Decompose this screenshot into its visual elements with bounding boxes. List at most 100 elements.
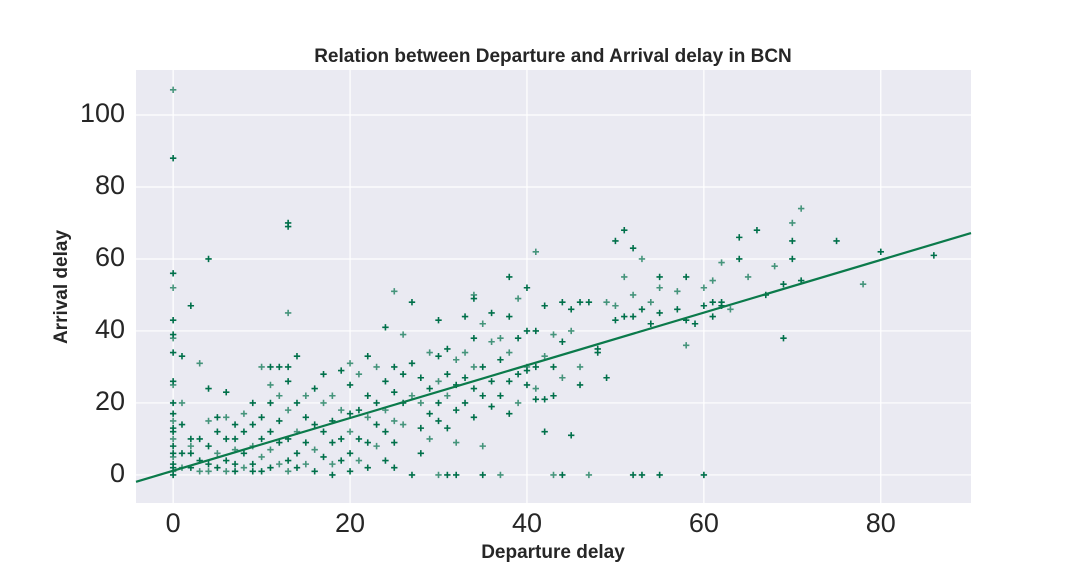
point [797, 205, 805, 212]
point [638, 471, 646, 479]
point [550, 392, 557, 399]
point [373, 399, 380, 407]
point [399, 331, 407, 338]
point [169, 442, 177, 450]
point [258, 435, 265, 443]
point [249, 399, 256, 407]
point [497, 356, 504, 363]
point [178, 399, 186, 407]
point [532, 363, 540, 371]
point [302, 460, 310, 468]
point [576, 363, 584, 371]
point [311, 446, 318, 453]
point [736, 255, 743, 263]
point [621, 313, 628, 320]
point [382, 428, 389, 435]
point [214, 464, 221, 471]
point [682, 273, 690, 281]
point [338, 367, 345, 374]
point [284, 378, 292, 385]
point [276, 363, 283, 371]
point [532, 248, 540, 255]
point [523, 381, 531, 389]
point [682, 342, 690, 349]
point [506, 313, 513, 320]
point [629, 471, 637, 479]
point [435, 378, 442, 385]
point [638, 306, 646, 313]
point [346, 410, 354, 417]
point [559, 338, 566, 345]
point [444, 345, 451, 353]
point [391, 417, 398, 425]
point [488, 378, 495, 385]
point [559, 471, 566, 479]
point [514, 370, 522, 378]
point [523, 284, 531, 291]
point [169, 453, 177, 461]
point [284, 309, 292, 317]
point [541, 428, 548, 435]
point [444, 471, 451, 479]
point [276, 417, 283, 425]
point [638, 255, 646, 263]
point [780, 280, 787, 288]
point [311, 421, 318, 428]
point [382, 324, 389, 331]
point [373, 442, 380, 450]
point [408, 471, 416, 479]
point [178, 352, 186, 360]
point [382, 378, 389, 385]
point [223, 435, 230, 443]
point [461, 399, 469, 407]
point [435, 352, 442, 360]
point [267, 399, 274, 407]
point [329, 439, 336, 446]
point [567, 306, 575, 313]
point [293, 399, 301, 407]
point [417, 399, 425, 407]
point [284, 457, 292, 464]
point [621, 273, 628, 281]
point [771, 262, 778, 270]
point [789, 237, 796, 245]
point [727, 306, 734, 313]
point [559, 374, 566, 381]
point [426, 385, 433, 392]
point [523, 327, 531, 335]
point [399, 421, 407, 428]
point [453, 439, 460, 446]
point [355, 435, 363, 443]
point [205, 385, 212, 392]
point [408, 360, 416, 367]
point [621, 226, 628, 234]
point [169, 428, 177, 435]
point [258, 414, 265, 421]
point [532, 385, 540, 392]
point [435, 417, 442, 425]
point [426, 410, 433, 417]
point [700, 302, 708, 309]
point [391, 363, 398, 371]
point [196, 435, 203, 443]
point [585, 298, 593, 306]
point [258, 453, 265, 461]
point [709, 277, 716, 284]
point [506, 273, 513, 281]
point [214, 414, 221, 421]
point [169, 399, 177, 407]
point [346, 381, 354, 389]
point [302, 439, 310, 446]
point [196, 360, 203, 367]
point [674, 288, 681, 295]
point [364, 352, 371, 360]
point [240, 464, 248, 471]
point [718, 259, 725, 266]
point [470, 363, 478, 371]
point [231, 435, 239, 443]
point [240, 450, 248, 457]
point [320, 453, 327, 461]
point [267, 381, 274, 389]
point [214, 450, 221, 457]
point [461, 313, 469, 320]
